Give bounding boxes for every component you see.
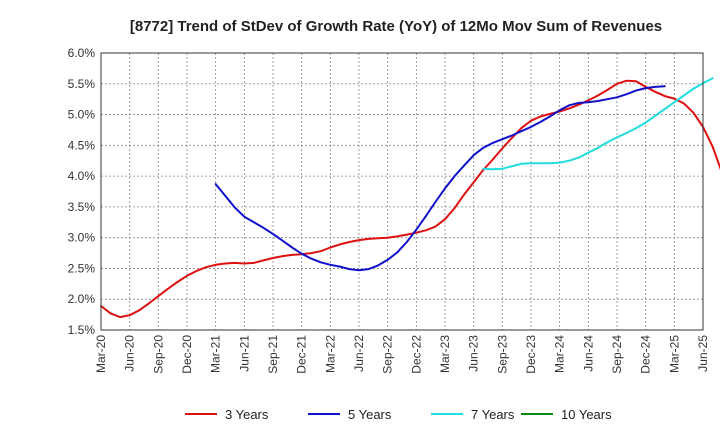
x-tick-label: Mar-23 <box>438 335 452 373</box>
x-tick-label: Mar-22 <box>323 335 337 373</box>
x-tick-label: Dec-21 <box>295 335 309 374</box>
legend-label-10-years: 10 Years <box>561 407 612 422</box>
chart-title: [8772] Trend of StDev of Growth Rate (Yo… <box>130 18 662 35</box>
x-tick-label: Dec-24 <box>639 335 653 374</box>
y-tick-label: 2.5% <box>68 261 96 275</box>
x-tick-label: Sep-21 <box>266 335 280 374</box>
x-tick-label: Jun-24 <box>581 335 595 372</box>
y-tick-label: 5.0% <box>68 108 96 122</box>
x-tick-label: Mar-21 <box>209 335 223 373</box>
x-tick-label: Jun-25 <box>696 335 710 372</box>
legend-label-5-years: 5 Years <box>348 407 392 422</box>
series-line-3-years <box>100 79 720 319</box>
y-tick-label: 4.0% <box>68 169 96 183</box>
legend-label-7-years: 7 Years <box>471 407 515 422</box>
x-tick-label: Sep-24 <box>610 335 624 374</box>
y-tick-label: 4.5% <box>68 138 96 152</box>
y-tick-label: 2.0% <box>68 292 96 306</box>
legend: 3 Years 5 Years 7 Years 10 Years <box>185 407 612 422</box>
x-tick-label: Jun-22 <box>352 335 366 372</box>
x-tick-label: Jun-23 <box>467 335 481 372</box>
x-axis-ticks: Mar-20 Jun-20 Sep-20 Dec-20 Mar-21 Jun-21 Sep-… <box>94 335 710 374</box>
series-layer <box>100 77 720 319</box>
plot-frame <box>100 52 704 331</box>
x-tick-label: Mar-20 <box>94 335 108 373</box>
legend-label-3-years: 3 Years <box>225 407 269 422</box>
y-tick-label: 5.5% <box>68 77 96 91</box>
series-line-5-years <box>214 85 666 272</box>
grid <box>100 52 704 331</box>
y-tick-label: 3.0% <box>68 231 96 245</box>
x-tick-label: Sep-20 <box>151 335 165 374</box>
x-tick-label: Jun-21 <box>237 335 251 372</box>
y-axis-ticks: 6.0% 5.5% 5.0% 4.5% 4.0% 3.5% 3.0% 2.5% 2.0% 1.5% <box>68 46 96 337</box>
y-tick-label: 1.5% <box>68 323 96 337</box>
y-tick-label: 6.0% <box>68 46 96 60</box>
x-tick-label: Dec-23 <box>524 335 538 374</box>
x-tick-label: Jun-20 <box>123 335 137 372</box>
x-tick-label: Mar-25 <box>667 335 681 373</box>
x-tick-label: Sep-22 <box>381 335 395 374</box>
y-tick-label: 3.5% <box>68 200 96 214</box>
x-tick-label: Dec-20 <box>180 335 194 374</box>
x-tick-label: Dec-22 <box>409 335 423 374</box>
x-tick-label: Sep-23 <box>495 335 509 374</box>
series-line-7-years <box>482 77 714 171</box>
x-tick-label: Mar-24 <box>553 335 567 373</box>
